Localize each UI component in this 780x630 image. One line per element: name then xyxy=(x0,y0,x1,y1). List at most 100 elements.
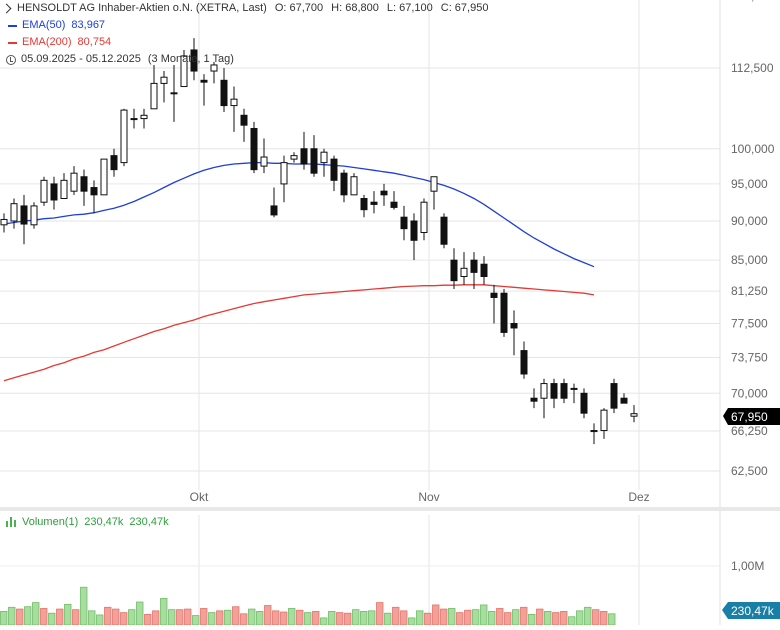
x-tick-label: Okt xyxy=(190,490,209,504)
volume-bar xyxy=(208,612,216,626)
y-tick-label: 90,000 xyxy=(731,214,768,228)
legend-ema200-row[interactable]: EMA(200) 80,754 xyxy=(0,34,488,51)
candle-body xyxy=(620,397,628,404)
candle xyxy=(360,194,368,218)
candlestick-series xyxy=(0,38,638,445)
volume-bar xyxy=(568,616,576,626)
candle xyxy=(220,68,228,113)
candle xyxy=(380,183,388,206)
volume-bar xyxy=(104,606,112,626)
candle-body xyxy=(510,323,518,329)
volume-bar xyxy=(288,608,296,626)
y-tick-label: 85,000 xyxy=(731,253,768,267)
volume-bar xyxy=(112,608,120,626)
candle xyxy=(580,388,588,419)
y-tick-label: 81,250 xyxy=(731,284,768,298)
y-tick-label: 66,250 xyxy=(731,424,768,438)
volume-bar xyxy=(176,609,184,626)
volume-bar xyxy=(376,602,384,626)
volume-value-1: 230,47k xyxy=(84,516,124,528)
volume-badge-text: 230,47k xyxy=(731,604,775,618)
volume-bar xyxy=(504,612,512,626)
candle-body xyxy=(10,203,18,222)
chevron-down-icon[interactable] xyxy=(1,3,12,14)
candle-body xyxy=(380,190,388,196)
volume-legend[interactable]: Volumen(1) 230,47k 230,47k xyxy=(6,516,169,528)
candle xyxy=(450,248,458,290)
volume-bar xyxy=(232,606,240,626)
candle xyxy=(260,138,268,174)
ema50-label: EMA(50) xyxy=(22,19,66,31)
candle-body xyxy=(160,76,168,84)
volume-bar xyxy=(0,611,8,626)
candle-body xyxy=(440,216,448,245)
volume-bar xyxy=(240,613,248,626)
candle-body xyxy=(110,155,118,171)
candle xyxy=(130,108,138,129)
volume-bar xyxy=(192,615,200,626)
volume-bar xyxy=(256,611,264,626)
candle xyxy=(600,408,608,439)
y-tick-label: 112,500 xyxy=(731,61,774,75)
volume-bar xyxy=(536,608,544,626)
volume-bar xyxy=(456,612,464,626)
volume-bar xyxy=(56,608,64,626)
candle-body xyxy=(500,292,508,333)
candle-body xyxy=(50,183,58,201)
volume-label: Volumen(1) xyxy=(22,516,79,528)
candle xyxy=(370,191,378,214)
volume-bar xyxy=(392,606,400,626)
candle xyxy=(420,198,428,241)
candle-body xyxy=(150,82,158,110)
candle xyxy=(280,155,288,203)
candle xyxy=(0,213,8,233)
ema50-line xyxy=(3,161,595,268)
bar-chart-icon xyxy=(6,517,16,527)
candle xyxy=(50,176,58,210)
candle-body xyxy=(550,383,558,399)
candle-body xyxy=(90,187,98,196)
candle xyxy=(320,148,328,177)
candle xyxy=(490,284,498,324)
candle-body xyxy=(60,179,68,200)
candle-body xyxy=(320,151,328,164)
volume-bar xyxy=(360,611,368,626)
candle-body xyxy=(400,216,408,230)
volume-bar xyxy=(368,610,376,626)
ohlc-open: O: 67,700 xyxy=(274,2,324,14)
volume-bar xyxy=(272,610,280,626)
volume-bar xyxy=(544,611,552,626)
y-tick-label: 70,000 xyxy=(731,386,768,400)
volume-bar xyxy=(80,586,88,626)
candle-body xyxy=(410,220,418,241)
candle xyxy=(70,166,78,195)
candle-body xyxy=(40,179,48,203)
candle xyxy=(60,173,68,200)
legend-title-row[interactable]: HENSOLDT AG Inhaber-Aktien o.N. (XETRA, … xyxy=(0,0,488,17)
candle-body xyxy=(480,263,488,278)
volume-bar xyxy=(264,605,272,626)
candle-body xyxy=(460,267,468,278)
volume-bar xyxy=(512,609,520,626)
volume-badge-bg xyxy=(722,602,780,619)
candle-body xyxy=(430,176,438,192)
candle-body xyxy=(530,397,538,402)
price-badge-text: 67,950 xyxy=(731,410,768,424)
candle xyxy=(150,64,158,110)
legend-ema50-row[interactable]: EMA(50) 83,967 xyxy=(0,17,488,34)
candle-body xyxy=(290,155,298,160)
candle-body xyxy=(170,92,178,95)
panel-divider xyxy=(0,507,780,511)
volume-bar xyxy=(560,611,568,626)
candle xyxy=(210,61,218,84)
volume-bar xyxy=(64,603,72,626)
candle xyxy=(410,213,418,261)
candle xyxy=(390,191,398,210)
candle-body xyxy=(610,383,618,409)
volume-bar xyxy=(424,612,432,626)
candle xyxy=(230,86,238,132)
clock-icon xyxy=(6,54,16,65)
candle-body xyxy=(0,218,8,226)
ohlc-low: L: 67,100 xyxy=(386,2,433,14)
